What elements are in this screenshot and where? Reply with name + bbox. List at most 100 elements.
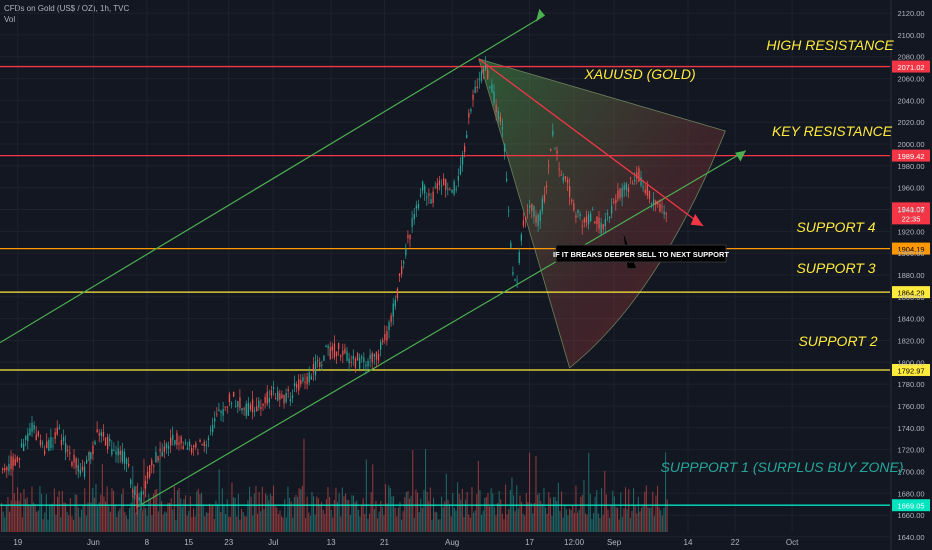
volume-bar [589,493,591,532]
volume-bar [121,494,123,532]
candle [281,390,283,400]
candle [453,179,455,197]
candle [8,455,10,476]
volume-bar [391,496,393,532]
volume-bar [109,511,111,532]
level-label-support-4: SUPPORT 4 [796,219,875,235]
volume-bar [185,495,187,532]
volume-bar [308,512,310,532]
volume-bar [426,491,428,532]
volume-bar [623,508,625,532]
candle [604,212,606,234]
candle [212,417,214,436]
candle [233,391,235,397]
candle [130,478,132,489]
volume-bar [468,514,470,532]
volume-bar [409,498,411,532]
candle [602,223,604,233]
volume-bar [25,498,27,532]
volume-bar [369,513,371,532]
volume-bar [631,510,633,532]
candle [54,427,56,444]
volume-bar [225,514,227,532]
candle [123,448,126,471]
volume-bar [421,507,423,532]
candle [449,187,451,191]
candle [184,438,186,446]
candle [277,386,279,402]
candle [430,193,432,205]
candle [501,118,504,138]
candle [83,461,86,480]
volume-bar [479,490,481,532]
volume-bar [370,492,372,532]
volume-bar [313,496,315,532]
candle [403,259,405,269]
volume-bar [385,483,387,532]
volume-bar [213,518,215,532]
volume-bar [245,516,247,532]
candle [346,346,348,362]
volume-bar [565,509,567,532]
volume-bar [133,491,135,532]
volume-bar [450,516,452,532]
candle [493,83,495,106]
volume-bar [415,489,417,532]
volume-bar [9,511,11,532]
volume-bar [537,494,539,532]
candle [29,422,31,437]
price-tag-text: 1669.05 [897,502,924,511]
y-tick-label: 1680.00 [897,489,924,498]
candle [417,199,420,211]
volume-bar [95,484,97,532]
volume-bar [317,498,319,532]
volume-bar [655,495,657,532]
volume-bar [645,485,647,532]
volume-bar [322,509,324,532]
volume-bar [301,485,303,532]
volume-bar [244,515,246,532]
candle [367,358,369,371]
volume-bar [103,496,105,532]
price-tag-text: 2071.02 [897,63,924,72]
candle [611,198,613,219]
candle [151,457,153,474]
candle [470,107,472,114]
candle [52,437,54,451]
candle [308,366,310,386]
candle [291,389,294,403]
candle [254,406,256,417]
volume-bar [405,492,407,532]
volume-bar [444,501,446,532]
candle [132,487,134,498]
price-tag: 1792.97 [892,363,930,376]
candle [50,428,52,451]
candle [237,400,239,414]
candle [394,295,396,310]
y-tick-label: 1980.00 [897,162,924,171]
candle [636,166,638,185]
breakout-note: IF IT BREAKS DEEPER SELL TO NEXT SUPPORT [553,244,729,263]
x-tick-label: 19 [13,538,22,547]
volume-bar [553,497,555,532]
volume-bar [39,486,41,532]
volume-bar [327,486,329,532]
volume-bar [341,487,343,532]
x-tick-label: 23 [224,538,233,547]
candle [201,443,203,446]
candle [333,335,336,361]
candle [520,232,522,246]
volume-bar [434,511,436,532]
volume-bar [305,517,307,532]
volume-bar [569,508,571,532]
level-label-support-3: SUPPORT 3 [796,260,875,276]
candle [182,441,184,450]
candle [562,172,564,184]
candle [159,441,161,460]
volume-bar [431,519,433,532]
candle [514,278,516,282]
candle [146,466,149,484]
volume-bar [281,516,283,532]
volume-bar [633,488,635,532]
